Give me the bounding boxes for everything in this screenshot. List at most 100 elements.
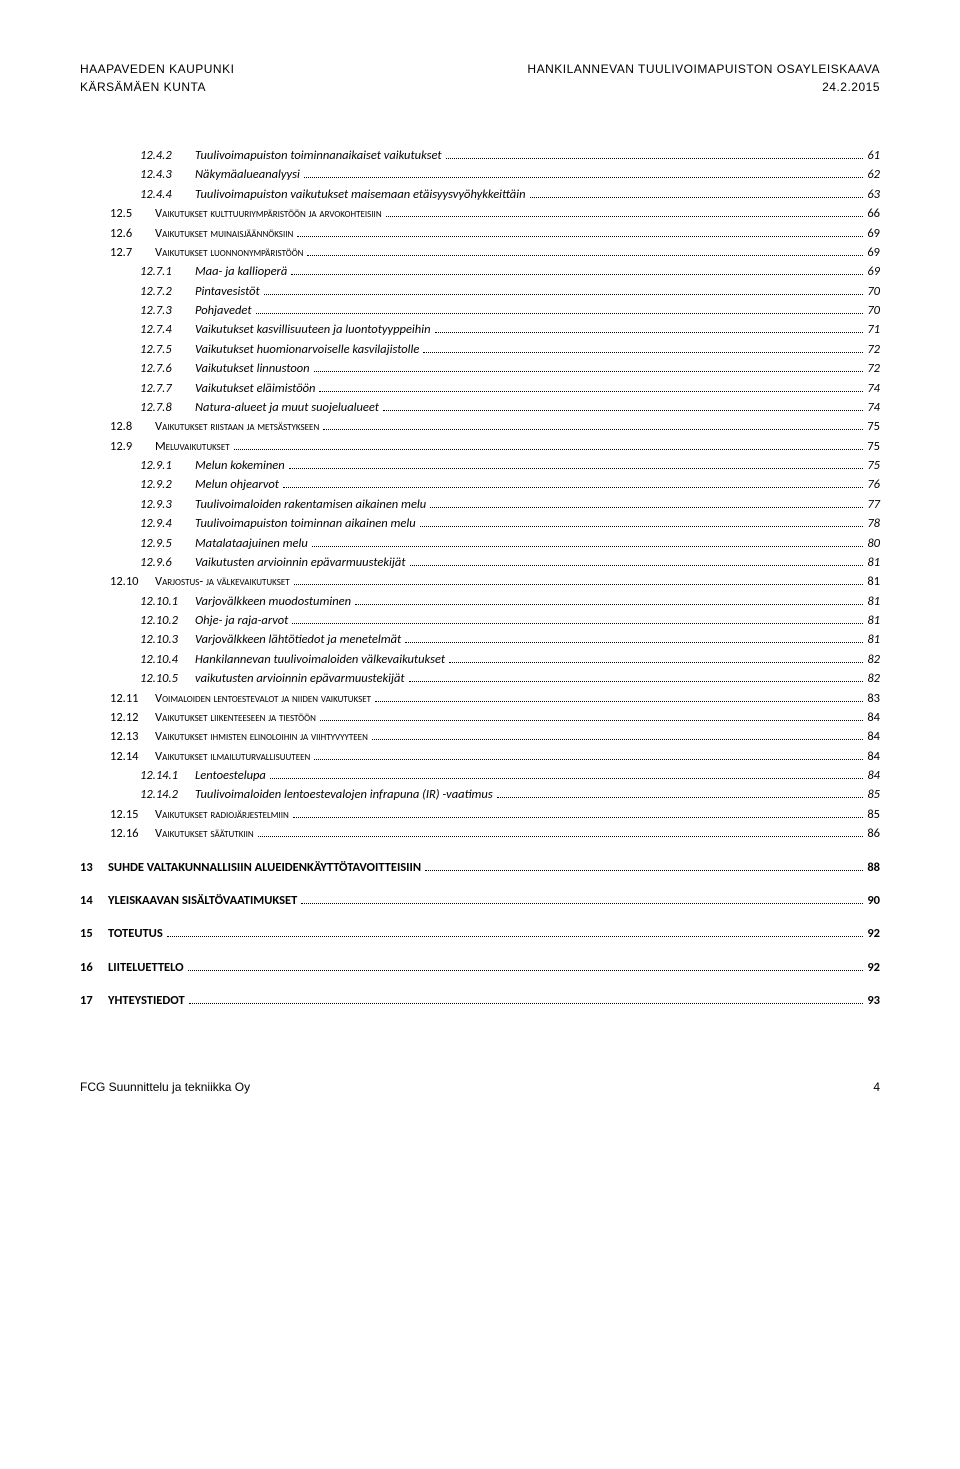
toc-title: YLEISKAAVAN SISÄLTÖVAATIMUKSET: [108, 891, 297, 910]
toc-title: SUHDE VALTAKUNNALLISIIN ALUEIDENKÄYTTÖTA…: [108, 858, 421, 877]
toc-title: Vaikutusten arvioinnin epävarmuustekijät: [195, 553, 406, 572]
toc-page: 74: [867, 379, 880, 398]
toc-leader: [188, 970, 864, 971]
toc-page: 69: [867, 224, 880, 243]
toc-title: Vaikutukset liikenteeseen ja tiestöön: [155, 708, 316, 727]
toc-number: 12.7: [110, 243, 155, 262]
toc-title: Tuulivoimapuiston vaikutukset maisemaan …: [195, 185, 526, 204]
toc-entry: 12.4.4Tuulivoimapuiston vaikutukset mais…: [80, 185, 880, 204]
toc-page: 81: [867, 592, 880, 611]
toc-title: Meluvaikutukset: [155, 437, 230, 456]
header-org2: KÄRSÄMÄEN KUNTA: [80, 78, 234, 96]
toc-entry: 12.10Varjostus- ja välkevaikutukset81: [80, 572, 880, 591]
toc-entry: 12.15Vaikutukset radiojärjestelmiin 85: [80, 805, 880, 824]
toc-title: Tuulivoimaloiden rakentamisen aikainen m…: [195, 495, 426, 514]
toc-number: 12.9.4: [140, 514, 195, 533]
toc-title: Pohjavedet: [195, 301, 252, 320]
toc-title: vaikutusten arvioinnin epävarmuustekijät: [195, 669, 405, 688]
toc-page: 92: [867, 924, 880, 943]
toc-title: Varjovälkkeen muodostuminen: [195, 592, 351, 611]
toc-number: 14: [80, 891, 108, 910]
toc-page: 71: [867, 320, 880, 339]
toc-page: 90: [867, 891, 880, 910]
header-org1: HAAPAVEDEN KAUPUNKI: [80, 60, 234, 78]
footer-company: FCG Suunnittelu ja tekniikka Oy: [80, 1080, 250, 1094]
toc-number: 16: [80, 958, 108, 977]
toc-title: Tuulivoimapuiston toiminnanaikaiset vaik…: [195, 146, 442, 165]
toc-entry: 12.6Vaikutukset muinaisjäännöksiin69: [80, 224, 880, 243]
toc-entry: 12.10.4Hankilannevan tuulivoimaloiden vä…: [80, 650, 880, 669]
toc-title: Vaikutukset eläimistöön: [195, 379, 315, 398]
toc-title: Näkymäalueanalyysi: [195, 165, 300, 184]
toc-page: 78: [867, 514, 880, 533]
toc-title: Matalataajuinen melu: [195, 534, 308, 553]
toc-page: 81: [867, 611, 880, 630]
toc-entry: 12.12Vaikutukset liikenteeseen ja tiestö…: [80, 708, 880, 727]
toc-entry: 12.16Vaikutukset säätutkiin86: [80, 824, 880, 843]
toc-leader: [291, 274, 863, 275]
toc-entry: 12.5Vaikutukset kulttuuriympäristöön ja …: [80, 204, 880, 223]
toc-entry: 12.9.4Tuulivoimapuiston toiminnan aikain…: [80, 514, 880, 533]
toc-leader: [307, 255, 863, 256]
toc-entry: 12.13Vaikutukset ihmisten elinoloihin ja…: [80, 727, 880, 746]
toc-number: 12.10.4: [140, 650, 195, 669]
toc-page: 82: [867, 650, 880, 669]
toc-page: 85: [867, 785, 880, 804]
toc-leader: [314, 371, 864, 372]
toc-title: Ohje- ja raja-arvot: [195, 611, 288, 630]
toc-number: 12.9.2: [140, 475, 195, 494]
toc-number: 12.9.5: [140, 534, 195, 553]
toc-number: 12.7.1: [140, 262, 195, 281]
toc-number: 12.4.2: [140, 146, 195, 165]
toc-leader: [234, 449, 864, 450]
toc-page: 84: [867, 727, 880, 746]
toc-leader: [294, 584, 864, 585]
toc-number: 12.7.2: [140, 282, 195, 301]
toc-entry: 12.9.5Matalataajuinen melu 80: [80, 534, 880, 553]
toc-page: 81: [867, 572, 880, 591]
toc-title: Vaikutukset radiojärjestelmiin: [155, 805, 289, 824]
toc-number: 17: [80, 991, 108, 1010]
toc-entry: 12.7.4Vaikutukset kasvillisuuteen ja luo…: [80, 320, 880, 339]
toc-title: Pintavesistöt: [195, 282, 260, 301]
toc-page: 80: [867, 534, 880, 553]
toc-number: 12.14.1: [140, 766, 195, 785]
toc-page: 83: [867, 689, 880, 708]
toc-entry: 12.7.7Vaikutukset eläimistöön74: [80, 379, 880, 398]
toc-leader: [167, 936, 864, 937]
toc-entry: 12.7.3Pohjavedet70: [80, 301, 880, 320]
toc-number: 12.13: [110, 727, 155, 746]
toc-entry: 12.14.2Tuulivoimaloiden lentoestevalojen…: [80, 785, 880, 804]
toc-page: 82: [867, 669, 880, 688]
toc-title: Lentoestelupa: [195, 766, 266, 785]
toc-page: 75: [867, 417, 880, 436]
toc-leader: [270, 778, 863, 779]
toc-number: 12.10.3: [140, 630, 195, 649]
toc-entry: 12.9.6Vaikutusten arvioinnin epävarmuust…: [80, 553, 880, 572]
toc-entry: 12.9.2Melun ohjearvot76: [80, 475, 880, 494]
toc-page: 61: [867, 146, 880, 165]
toc-entry: 12.7.2Pintavesistöt70: [80, 282, 880, 301]
toc-page: 63: [867, 185, 880, 204]
toc-page: 85: [867, 805, 880, 824]
toc-title: TOTEUTUS: [108, 924, 163, 943]
toc-number: 12.9.6: [140, 553, 195, 572]
toc-leader: [405, 642, 863, 643]
toc-page: 92: [867, 958, 880, 977]
toc-number: 12.15: [110, 805, 155, 824]
toc-entry: 12.7Vaikutukset luonnonympäristöön69: [80, 243, 880, 262]
toc-title: Vaikutukset ihmisten elinoloihin ja viih…: [155, 727, 368, 746]
toc-leader: [425, 870, 863, 871]
footer-page-number: 4: [873, 1080, 880, 1094]
toc-entry: 12.10.3Varjovälkkeen lähtötiedot ja mene…: [80, 630, 880, 649]
toc-leader: [449, 662, 863, 663]
toc-page: 75: [867, 437, 880, 456]
toc-title: Vaikutukset kasvillisuuteen ja luontotyy…: [195, 320, 431, 339]
toc-number: 12.4.4: [140, 185, 195, 204]
toc-number: 12.7.6: [140, 359, 195, 378]
toc-leader: [386, 216, 864, 217]
toc-title: Voimaloiden lentoestevalot ja niiden vai…: [155, 689, 371, 708]
toc-entry: 12.9Meluvaikutukset75: [80, 437, 880, 456]
toc-leader: [375, 701, 863, 702]
toc-entry: 12.10.1Varjovälkkeen muodostuminen81: [80, 592, 880, 611]
